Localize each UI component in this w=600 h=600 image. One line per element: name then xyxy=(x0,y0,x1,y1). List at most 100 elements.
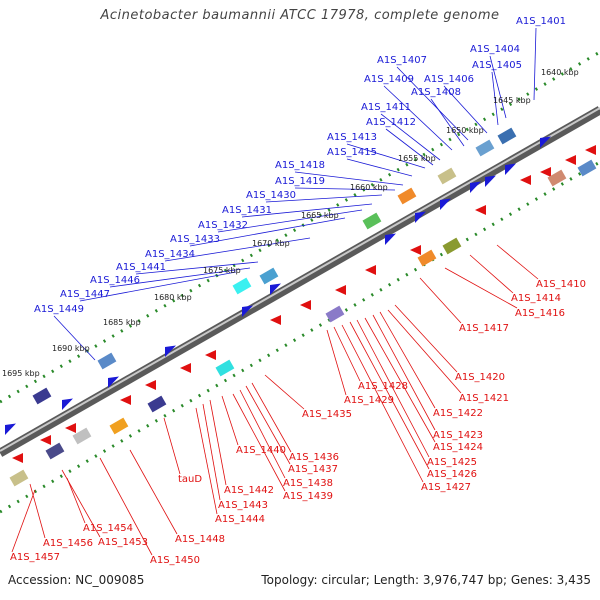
forward-gene-leader xyxy=(533,27,537,101)
reverse-gene-arrow xyxy=(270,315,281,325)
kbp-tick-label: 1640 kbp xyxy=(541,68,579,77)
kbp-tick-label: 1655 kbp xyxy=(398,154,436,163)
forward-gene-arrow xyxy=(242,305,253,317)
gene-block xyxy=(362,212,382,230)
forward-gene-label: A1S_1433 xyxy=(170,234,220,245)
reverse-gene-label: A1S_1443 xyxy=(218,500,268,511)
reverse-gene-label: A1S_1448 xyxy=(175,534,225,545)
forward-gene-label: A1S_1418 xyxy=(275,160,325,171)
kbp-tick-label: 1660 kbp xyxy=(350,183,388,192)
forward-gene-label: A1S_1407 xyxy=(377,55,427,66)
reverse-gene-leader xyxy=(326,329,347,396)
reverse-gene-leader xyxy=(29,483,46,539)
forward-gene-label: A1S_1401 xyxy=(516,16,566,27)
reverse-gene-leader xyxy=(245,385,291,465)
genome-backbone xyxy=(0,106,600,457)
forward-gene-label: A1S_1441 xyxy=(116,262,166,273)
kbp-tick-label: 1685 kbp xyxy=(103,318,141,327)
reverse-gene-arrow xyxy=(475,205,486,215)
reverse-gene-arrow xyxy=(565,155,576,165)
reverse-gene-arrow xyxy=(520,175,531,185)
gene-block xyxy=(215,359,235,377)
reverse-gene-leader xyxy=(444,267,518,309)
forward-gene-arrow xyxy=(165,345,176,357)
forward-gene-arrow xyxy=(485,175,496,187)
kbp-tick-label: 1650 kbp xyxy=(446,126,484,135)
reverse-gene-label: A1S_1424 xyxy=(433,442,483,453)
reverse-gene-label: A1S_1425 xyxy=(427,457,477,468)
forward-gene-leader xyxy=(53,315,96,361)
forward-gene-leader xyxy=(385,128,434,166)
forward-gene-leader xyxy=(430,98,465,147)
gene-block xyxy=(259,267,279,285)
forward-gene-arrow xyxy=(505,163,516,175)
reverse-gene-label: A1S_1444 xyxy=(215,514,265,525)
kbp-tick-label: 1675 kbp xyxy=(203,266,241,275)
reverse-gene-leader xyxy=(239,389,286,479)
forward-gene-label: A1S_1412 xyxy=(366,117,416,128)
reverse-gene-leader xyxy=(232,393,286,492)
reverse-gene-leader xyxy=(379,311,436,409)
forward-gene-arrow xyxy=(270,283,281,295)
reverse-gene-leader xyxy=(264,374,305,410)
forward-gene-label: A1S_1430 xyxy=(246,190,296,201)
reverse-gene-leader xyxy=(221,395,239,446)
label-leaders xyxy=(11,27,539,556)
gene-block xyxy=(437,167,457,185)
reverse-gene-leader xyxy=(11,489,36,553)
reverse-gene-leader xyxy=(129,449,178,535)
reverse-gene-label: A1S_1456 xyxy=(43,538,93,549)
gene-block xyxy=(577,159,597,177)
forward-gene-label: A1S_1415 xyxy=(327,147,377,158)
reverse-gene-leader xyxy=(469,254,514,294)
forward-gene-arrow xyxy=(470,181,481,193)
forward-gene-leader xyxy=(217,209,363,233)
kbp-tick-label: 1665 kbp xyxy=(301,211,339,220)
forward-gene-label: A1S_1419 xyxy=(275,176,325,187)
forward-gene-arrow xyxy=(5,423,16,435)
reverse-gene-leader xyxy=(364,317,436,443)
reverse-gene-arrow xyxy=(65,423,76,433)
forward-gene-label: A1S_1449 xyxy=(34,304,84,315)
gene-block xyxy=(72,427,92,445)
forward-gene-leader xyxy=(189,217,346,247)
reverse-gene-label: A1S_1440 xyxy=(236,445,286,456)
forward-gene-label: A1S_1411 xyxy=(361,102,411,113)
reverse-gene-label: A1S_1427 xyxy=(421,482,471,493)
reverse-gene-leader xyxy=(419,277,462,324)
reverse-gene-label: A1S_1428 xyxy=(358,381,408,392)
forward-gene-label: A1S_1409 xyxy=(364,74,414,85)
gene-block xyxy=(147,395,167,413)
reverse-gene-label: A1S_1435 xyxy=(302,409,352,420)
reverse-gene-arrow xyxy=(540,167,551,177)
reverse-gene-leader xyxy=(496,244,539,280)
genome-title: Acinetobacter baumannii ATCC 17978, comp… xyxy=(100,8,500,23)
gene-block xyxy=(109,417,129,435)
reverse-gene-leader xyxy=(333,326,361,382)
gene-block xyxy=(325,305,345,323)
gene-block xyxy=(417,249,437,267)
forward-gene-leader xyxy=(109,267,251,288)
gene-block xyxy=(475,139,495,157)
gene-labels: A1S_1401 A1S_1404 A1S_1405 A1S_1406 A1S_1407… xyxy=(10,16,586,566)
forward-gene-leader xyxy=(443,85,488,134)
kbp-tick-labels: 1640 kbp 1645 kbp 1650 kbp 1655 kbp 1660 kbp… xyxy=(2,68,579,378)
forward-gene-label: A1S_1446 xyxy=(90,275,140,286)
reverse-gene-arrow xyxy=(300,300,311,310)
reverse-gene-label: A1S_1422 xyxy=(433,408,483,419)
gene-block xyxy=(232,277,252,295)
reverse-gene-label: A1S_1416 xyxy=(515,308,565,319)
forward-gene-arrow xyxy=(62,398,73,410)
forward-gene-label: A1S_1408 xyxy=(411,87,461,98)
forward-gene-leader xyxy=(164,237,311,262)
reverse-gene-label: A1S_1421 xyxy=(459,393,509,404)
reverse-gene-leader xyxy=(251,382,292,453)
gene-block xyxy=(32,387,52,405)
reverse-gene-label: A1S_1429 xyxy=(344,395,394,406)
reverse-gene-leader xyxy=(394,304,458,373)
reverse-gene-label: A1S_1450 xyxy=(150,555,200,566)
reverse-gene-leader xyxy=(341,324,424,483)
reverse-gene-label: A1S_1439 xyxy=(283,491,333,502)
forward-gene-arrow xyxy=(415,211,426,223)
